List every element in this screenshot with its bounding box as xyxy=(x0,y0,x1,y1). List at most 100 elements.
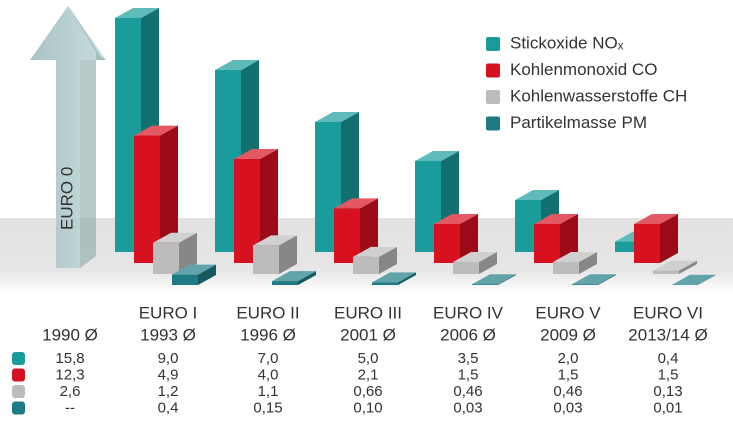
table-swatch xyxy=(12,352,25,365)
bar-top xyxy=(634,214,678,224)
bar xyxy=(253,235,297,274)
bar-front xyxy=(372,282,398,285)
bar-side xyxy=(379,246,397,274)
bar-side xyxy=(598,274,616,285)
value-label: 0,4 xyxy=(158,399,179,416)
legend-label: Stickoxide NOₓ xyxy=(510,33,624,52)
bar-front xyxy=(253,245,279,274)
legend-swatch xyxy=(486,116,500,131)
bar xyxy=(534,214,578,263)
bar-top xyxy=(153,232,197,243)
bar xyxy=(553,252,597,274)
bar-front xyxy=(634,224,660,263)
bar-front xyxy=(472,284,498,285)
bar-front xyxy=(572,284,598,285)
bar-top xyxy=(553,252,597,263)
bar-front xyxy=(553,262,579,274)
bar-front xyxy=(534,224,560,263)
value-label: 0,13 xyxy=(653,383,682,400)
value-label: 12,3 xyxy=(55,366,84,383)
year-label: 2009 Ø xyxy=(540,325,596,344)
year-label: 1996 Ø xyxy=(240,325,296,344)
bar-front xyxy=(153,242,179,274)
bar-top xyxy=(372,272,416,283)
bar-top xyxy=(434,214,478,224)
value-label: 1,1 xyxy=(258,383,279,400)
year-label: 1990 Ø xyxy=(42,325,98,344)
bar xyxy=(472,274,516,285)
year-label: 2001 Ø xyxy=(340,325,396,344)
bar xyxy=(272,271,316,285)
bar xyxy=(353,246,397,274)
standard-label: EURO II xyxy=(236,303,299,322)
legend-swatch xyxy=(486,37,500,51)
arrow-side xyxy=(68,4,106,268)
bar xyxy=(372,272,416,285)
value-label: 7,0 xyxy=(258,350,279,367)
value-label: 9,0 xyxy=(158,350,179,367)
table-swatch xyxy=(12,385,25,398)
value-label: 4,0 xyxy=(258,366,279,383)
bar-side xyxy=(398,272,416,285)
value-label: 0,10 xyxy=(353,399,382,416)
standard-label: EURO III xyxy=(334,303,402,322)
bar xyxy=(172,264,216,285)
bar-front xyxy=(434,224,460,263)
value-label: 0,4 xyxy=(658,350,679,367)
value-label: 2,0 xyxy=(558,350,579,367)
standard-label: EURO V xyxy=(535,303,601,322)
bar xyxy=(234,149,278,263)
value-label: 0,46 xyxy=(553,383,582,400)
bar-top xyxy=(353,246,397,257)
bar-side xyxy=(179,232,197,274)
bar-top xyxy=(134,125,178,136)
bar xyxy=(653,260,697,274)
bar-top xyxy=(515,190,559,200)
bar-front xyxy=(453,262,479,274)
value-label: 0,01 xyxy=(653,399,682,416)
bar-top xyxy=(653,260,697,271)
value-label: 5,0 xyxy=(358,350,379,367)
standard-label: EURO IV xyxy=(433,303,504,322)
value-label: 1,5 xyxy=(658,366,679,383)
legend-label: Kohlenwasserstoffe CH xyxy=(510,86,687,105)
bar-side xyxy=(160,125,178,263)
bar-side xyxy=(460,214,478,263)
value-label: 0,03 xyxy=(553,399,582,416)
bar-side xyxy=(279,235,297,274)
bar-front xyxy=(653,270,679,274)
bar-side xyxy=(560,214,578,263)
bar-top xyxy=(572,274,616,285)
bar-side xyxy=(660,214,678,263)
value-label: 0,03 xyxy=(453,399,482,416)
bar-front xyxy=(334,208,360,263)
year-label: 2006 Ø xyxy=(440,325,496,344)
bar-top xyxy=(472,274,516,285)
bar-side xyxy=(698,274,716,285)
standard-label: EURO I xyxy=(139,303,198,322)
bar-front xyxy=(172,274,198,285)
year-label: 1993 Ø xyxy=(140,325,196,344)
year-label: 2013/14 Ø xyxy=(628,325,707,344)
arrow-label: EURO 0 xyxy=(57,167,76,230)
bar-front xyxy=(353,256,379,274)
value-label: 0,66 xyxy=(353,383,382,400)
value-label: 1,5 xyxy=(558,366,579,383)
bar-side xyxy=(260,149,278,263)
bar-side xyxy=(579,252,597,274)
value-label: 2,1 xyxy=(358,366,379,383)
table-swatch xyxy=(12,401,25,415)
bar-side xyxy=(679,260,697,274)
bar-top xyxy=(315,112,359,122)
legend-swatch xyxy=(486,63,500,78)
table-swatch xyxy=(12,368,25,382)
bar-top xyxy=(672,274,716,285)
bar-top xyxy=(334,198,378,209)
value-label: 3,5 xyxy=(458,350,479,367)
value-label: 1,2 xyxy=(158,383,179,400)
bar-top xyxy=(534,214,578,224)
legend-label: Partikelmasse PM xyxy=(510,113,647,132)
value-label: 4,9 xyxy=(158,366,179,383)
value-label: 0,15 xyxy=(253,399,282,416)
bar-side xyxy=(498,274,516,285)
